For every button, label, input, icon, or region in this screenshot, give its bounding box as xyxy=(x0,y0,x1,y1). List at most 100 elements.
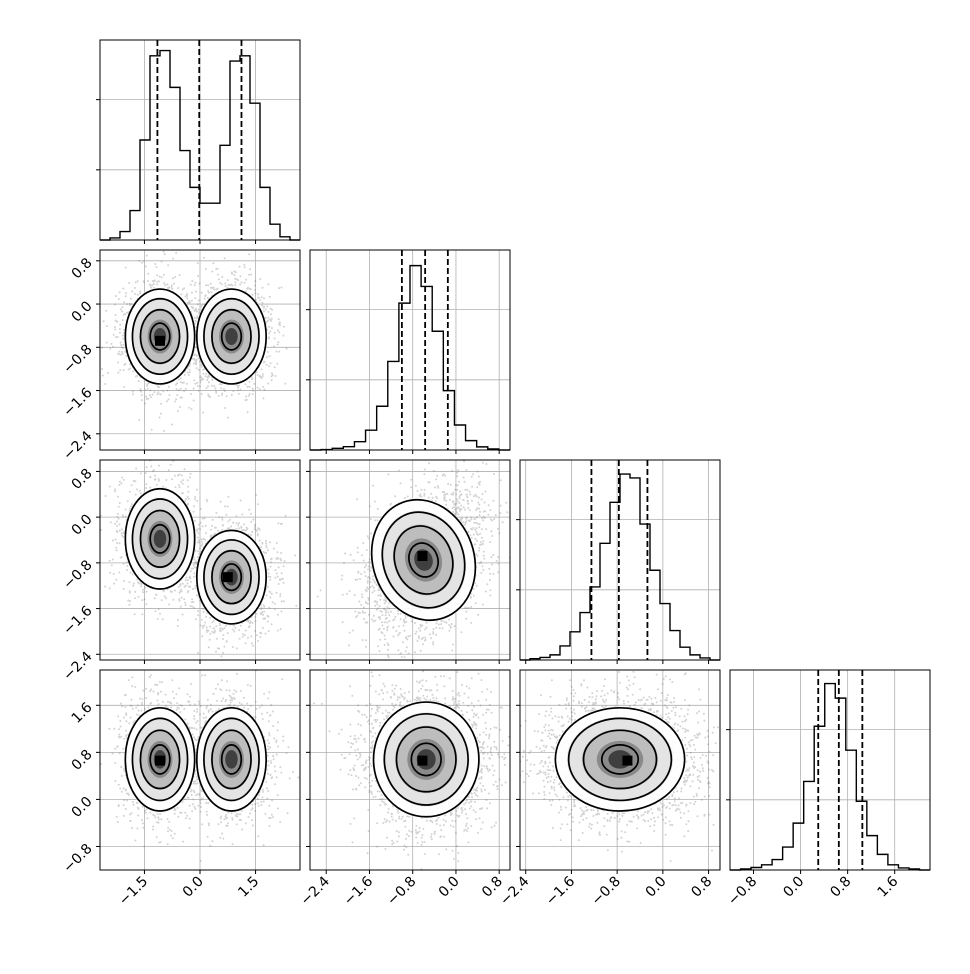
hist-3-xtick-label-0: −0.8 xyxy=(725,874,760,909)
hist-2-bars xyxy=(520,473,720,661)
hist2d-5-frame xyxy=(519,669,721,871)
hist2d-1-ytick-label-2: −0.8 xyxy=(60,557,95,592)
hist2d-3-contour-1-2 xyxy=(211,729,252,790)
hist2d-5-mode-0 xyxy=(553,706,687,813)
hist2d-panel-2-1 xyxy=(306,459,511,664)
hist-panel-0 xyxy=(96,39,301,244)
hist2d-5-contour-0-2 xyxy=(582,729,658,790)
hist2d-4-xtick-label-1: −1.6 xyxy=(341,873,376,908)
hist2d-2-contour-0-1 xyxy=(381,511,466,609)
hist2d-0-density-1-4 xyxy=(225,327,238,345)
hist2d-4-peak xyxy=(417,755,428,766)
hist2d-3-contour-0-0 xyxy=(124,706,196,812)
hist-2-frame xyxy=(519,459,721,661)
hist2d-5-content xyxy=(520,670,720,870)
hist2d-3-contour-0-2 xyxy=(139,729,181,790)
hist2d-panel-1-0: −2.4 −1.6 −0.8 0.0 0.8 xyxy=(60,249,301,463)
hist2d-0-ytick-label-4: 0.8 xyxy=(69,255,96,282)
hist2d-1-contour-0-2 xyxy=(139,509,181,568)
hist-panel-3: −0.8 0.0 0.8 1.6 xyxy=(725,669,931,909)
hist2d-panel-2-0: −2.4 −1.6 −0.8 0.0 0.8 xyxy=(60,459,301,684)
hist2d-3-ytick-label-2: 0.8 xyxy=(69,747,96,774)
hist-3-bars xyxy=(730,682,930,871)
hist2d-0-contour-0-3 xyxy=(149,322,171,351)
hist2d-3-contour-1-1 xyxy=(203,717,260,802)
hist2d-1-contour-1-1 xyxy=(203,539,260,616)
hist2d-1-content xyxy=(100,460,300,660)
hist2d-2-contour-0-3 xyxy=(408,542,439,578)
hist2d-0-content xyxy=(100,250,300,450)
hist2d-3-contour-0-3 xyxy=(149,744,171,775)
hist2d-1-density-0-4 xyxy=(153,529,167,548)
hist2d-0-ytick-label-2: −0.8 xyxy=(60,342,95,377)
hist2d-0-ytick-label-3: 0.0 xyxy=(69,298,96,325)
hist-3-frame xyxy=(729,669,931,871)
hist2d-5-contour-0-0 xyxy=(554,706,686,812)
hist2d-5-xtick-label-2: −0.8 xyxy=(589,874,624,909)
hist2d-1-contour-0-3 xyxy=(149,523,171,554)
hist2d-0-contour-1-2 xyxy=(211,308,252,365)
hist2d-3-contour-1-0 xyxy=(195,706,267,812)
hist2d-1-contour-0-0 xyxy=(124,487,196,590)
hist2d-4-xtick-label-3: 0.0 xyxy=(436,874,463,901)
hist2d-3-ytick-label-3: 1.6 xyxy=(69,700,96,727)
hist2d-3-xtick-label-2: 1.5 xyxy=(235,874,262,901)
hist-3-xtick-label-2: 0.8 xyxy=(827,874,854,901)
hist2d-panel-3-2: −2.4 −1.6 −0.8 0.0 0.8 xyxy=(497,669,721,909)
hist2d-0-mode-1 xyxy=(195,287,268,386)
hist2d-4-contour-0-3 xyxy=(410,742,442,777)
hist2d-4-content xyxy=(310,670,510,870)
hist2d-3-xtick-label-0: −1.5 xyxy=(116,874,151,909)
hist2d-2-contour-0-2 xyxy=(393,525,454,595)
hist2d-2-content xyxy=(310,460,510,660)
hist2d-3-ytick-label-0: −0.8 xyxy=(60,841,95,876)
hist2d-1-ytick-label-0: −2.4 xyxy=(60,649,95,684)
hist2d-4-xtick-label-2: −0.8 xyxy=(384,874,419,909)
hist2d-1-contour-1-2 xyxy=(211,549,252,605)
hist2d-0-ytick-label-0: −2.4 xyxy=(60,428,95,463)
hist-3-xtick-label-1: 0.0 xyxy=(780,874,807,901)
hist2d-5-contour-0-3 xyxy=(600,744,640,775)
hist2d-1-contour-0-1 xyxy=(131,498,189,580)
hist2d-3-content xyxy=(100,670,300,870)
hist-panel-2 xyxy=(516,459,721,664)
hist2d-1-contour-1-3 xyxy=(220,563,243,592)
hist2d-0-contour-1-1 xyxy=(203,297,260,376)
hist2d-0-contour-0-2 xyxy=(139,308,181,365)
hist2d-2-peak xyxy=(417,551,428,561)
hist2d-0-contour-1-3 xyxy=(220,322,243,351)
hist2d-1-ytick-label-1: −1.6 xyxy=(60,603,95,638)
hist2d-4-contour-0-0 xyxy=(372,701,480,818)
hist2d-5-peak xyxy=(622,755,633,766)
hist2d-3-xtick-label-1: 0.0 xyxy=(180,874,207,901)
hist2d-4-contour-0-1 xyxy=(383,712,469,806)
hist2d-5-xtick-label-1: −1.6 xyxy=(543,873,578,908)
hist2d-0-contour-1-0 xyxy=(195,288,267,385)
hist2d-2-contour-0-0 xyxy=(370,498,477,622)
hist2d-1-peak xyxy=(222,572,233,583)
hist2d-2-frame xyxy=(309,459,511,661)
hist2d-panel-3-0: −1.5 0.0 1.5 −0.8 0.0 0.8 1.6 xyxy=(60,669,301,909)
hist2d-3-mode-1 xyxy=(195,706,268,813)
hist2d-3-contour-1-3 xyxy=(220,744,243,775)
hist2d-3-contour-0-1 xyxy=(131,717,189,802)
hist-3-xtick-label-3: 1.6 xyxy=(874,873,901,900)
hist-panel-1 xyxy=(306,249,511,454)
hist2d-3-peak xyxy=(155,755,165,766)
hist2d-4-frame xyxy=(309,669,511,871)
hist2d-panel-3-1: −2.4 −1.6 −0.8 0.0 0.8 xyxy=(298,669,511,909)
hist2d-0-mode-0 xyxy=(124,287,196,386)
hist2d-4-xtick-label-0: −2.4 xyxy=(298,873,333,908)
hist2d-0-contour-0-0 xyxy=(124,288,196,385)
hist2d-1-contour-1-0 xyxy=(195,529,267,625)
hist-1-frame xyxy=(309,249,511,451)
hist2d-5-xtick-label-4: 0.8 xyxy=(688,874,715,901)
hist2d-1-ytick-label-4: 0.8 xyxy=(69,466,96,493)
hist2d-1-ytick-label-3: 0.0 xyxy=(69,511,96,538)
hist2d-5-contour-0-1 xyxy=(567,717,673,802)
hist2d-0-ytick-label-1: −1.6 xyxy=(60,385,95,420)
hist2d-1-mode-0 xyxy=(124,487,196,591)
hist2d-0-peak xyxy=(155,335,165,346)
hist2d-4-contour-0-2 xyxy=(395,726,457,793)
